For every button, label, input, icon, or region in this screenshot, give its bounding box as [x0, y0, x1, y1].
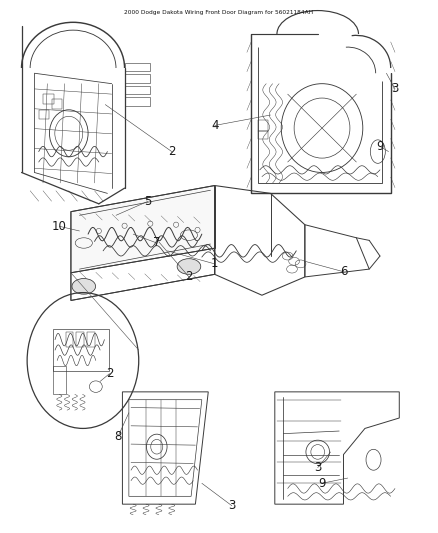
Text: 4: 4	[211, 119, 219, 132]
Text: 9: 9	[376, 140, 384, 153]
Ellipse shape	[177, 259, 201, 274]
Text: 2: 2	[185, 270, 193, 284]
Text: 10: 10	[52, 220, 67, 233]
Text: 8: 8	[114, 430, 122, 443]
Text: 7: 7	[153, 237, 160, 249]
Text: 2000 Dodge Dakota Wiring Front Door Diagram for 56021184AH: 2000 Dodge Dakota Wiring Front Door Diag…	[124, 10, 314, 14]
Text: 5: 5	[145, 195, 152, 208]
Text: 9: 9	[318, 477, 326, 490]
Text: 2: 2	[106, 367, 113, 380]
Text: 3: 3	[314, 461, 321, 474]
Polygon shape	[71, 185, 215, 273]
Text: 1: 1	[211, 257, 219, 270]
Ellipse shape	[72, 279, 95, 294]
Text: 3: 3	[391, 83, 399, 95]
Text: 6: 6	[340, 265, 347, 278]
Text: 2: 2	[168, 145, 176, 158]
Text: 3: 3	[228, 499, 236, 512]
